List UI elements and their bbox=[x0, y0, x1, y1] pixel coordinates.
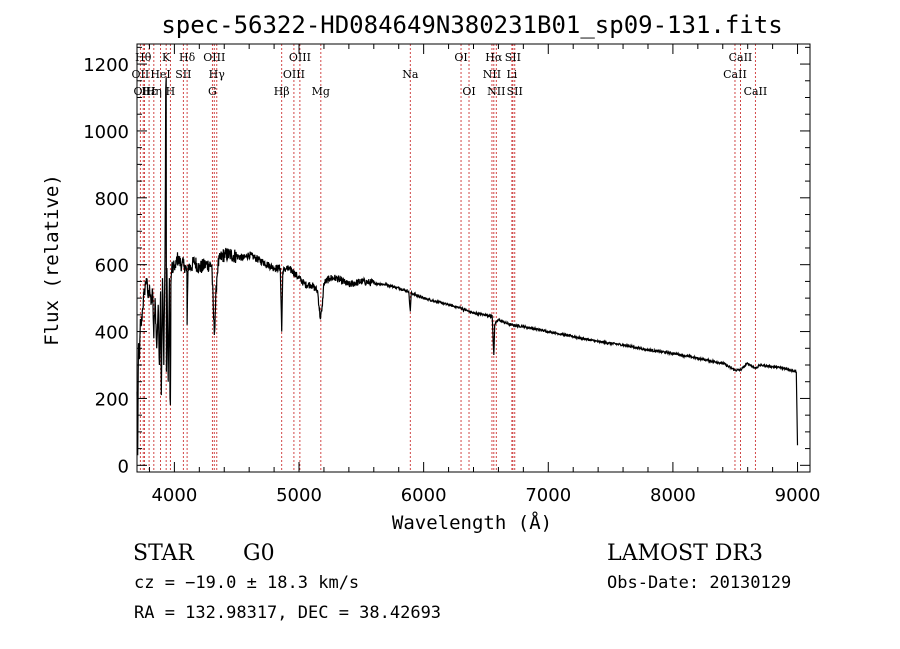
line-label-28: CaII bbox=[744, 85, 768, 98]
obs-date-text: Obs-Date: 20130129 bbox=[607, 573, 792, 593]
line-label-23: Li bbox=[506, 68, 517, 81]
line-label-9: Hδ bbox=[179, 51, 196, 64]
y-tick-label-1: 200 bbox=[95, 389, 129, 410]
line-label-21: Hα bbox=[485, 51, 503, 64]
line-label-15: OIII bbox=[289, 51, 311, 64]
x-axis-label: Wavelength (Å) bbox=[392, 511, 552, 534]
redshift-text: cz = −19.0 ± 18.3 km/s bbox=[134, 573, 360, 593]
line-label-22: NII bbox=[487, 85, 505, 98]
line-label-2: OIII bbox=[133, 85, 155, 98]
x-tick-label-1: 5000 bbox=[276, 485, 322, 506]
line-label-13: Hβ bbox=[274, 85, 290, 98]
line-label-0: OII bbox=[132, 68, 150, 81]
line-label-11: OIII bbox=[203, 51, 225, 64]
line-label-12: Hγ bbox=[209, 68, 226, 81]
line-label-16: Mg bbox=[312, 85, 330, 98]
spectral-line-markers bbox=[139, 44, 756, 472]
line-label-8: SII bbox=[175, 68, 191, 81]
x-tick-label-5: 9000 bbox=[775, 485, 821, 506]
line-label-7: H bbox=[166, 85, 176, 98]
y-tick-label-2: 400 bbox=[95, 323, 129, 344]
chart-title: spec-56322-HD084649N380231B01_sp09-131.f… bbox=[161, 11, 782, 39]
spectrum-line bbox=[136, 77, 799, 456]
y-tick-label-3: 600 bbox=[95, 256, 129, 277]
y-tick-label-5: 1000 bbox=[83, 122, 129, 143]
survey-label: LAMOST DR3 bbox=[607, 541, 763, 566]
coordinates-text: RA = 132.98317, DEC = 38.42693 bbox=[134, 603, 442, 623]
line-label-4: Hη bbox=[146, 85, 162, 98]
class-label: STAR bbox=[133, 541, 194, 566]
line-label-17: Na bbox=[402, 68, 419, 81]
line-label-6: K bbox=[162, 51, 171, 64]
x-tick-label-3: 7000 bbox=[525, 485, 571, 506]
y-axis-ticks: 0 200 400 600 800 1000 1200 bbox=[83, 46, 810, 477]
x-tick-label-2: 6000 bbox=[401, 485, 447, 506]
line-label-25: SII bbox=[507, 85, 523, 98]
line-label-10: G bbox=[208, 85, 217, 98]
line-label-1: Hθ bbox=[135, 51, 152, 64]
subclass-label: G0 bbox=[243, 541, 275, 566]
line-label-18: OI bbox=[454, 51, 467, 64]
y-tick-label-6: 1200 bbox=[83, 55, 129, 76]
line-label-26: CaII bbox=[723, 68, 747, 81]
x-tick-label-0: 4000 bbox=[151, 485, 197, 506]
line-label-19: OI bbox=[462, 85, 475, 98]
spectral-line-labels: OIIHθOIIIHεHηHeIKHSIIHδGOIIIHγHβOIIIOIII… bbox=[132, 51, 768, 98]
y-axis-label: Flux (relative) bbox=[41, 174, 63, 346]
line-label-20: NII bbox=[483, 68, 501, 81]
line-label-3: Hε bbox=[141, 85, 157, 98]
line-label-14: OIII bbox=[283, 68, 305, 81]
x-tick-label-4: 8000 bbox=[650, 485, 696, 506]
line-label-5: HeI bbox=[150, 68, 170, 81]
line-label-27: CaII bbox=[729, 51, 753, 64]
x-axis-ticks: 4000 5000 6000 7000 8000 9000 bbox=[148, 44, 821, 506]
y-tick-label-0: 0 bbox=[118, 456, 129, 477]
y-tick-label-4: 800 bbox=[95, 189, 129, 210]
line-label-24: SII bbox=[505, 51, 521, 64]
